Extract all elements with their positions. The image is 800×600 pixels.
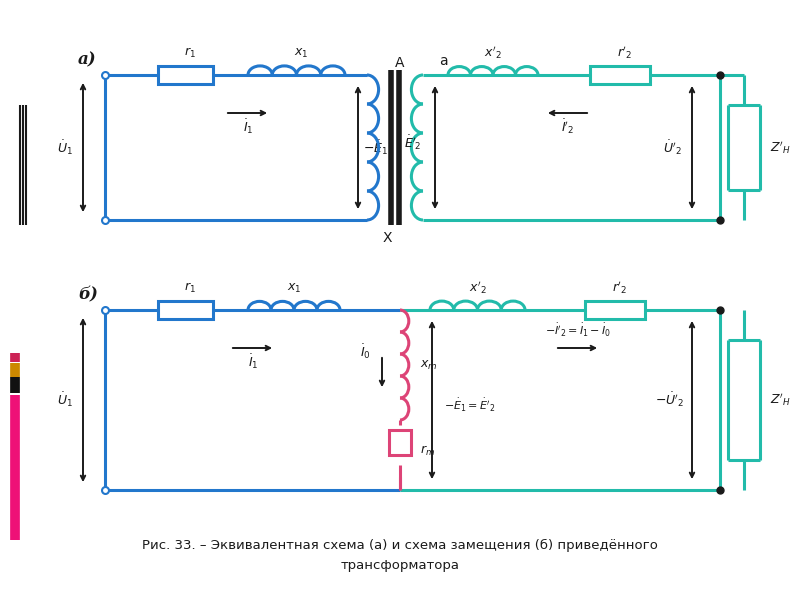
Text: $\dot{U}_1$: $\dot{U}_1$	[57, 391, 73, 409]
Text: $\dot{U}'_2$: $\dot{U}'_2$	[662, 138, 682, 157]
Bar	[590, 66, 650, 84]
Text: Рис. 33. – Эквивалентная схема (a) и схема замещения (б) приведённого: Рис. 33. – Эквивалентная схема (a) и схе…	[142, 538, 658, 551]
Text: $Z'_H$: $Z'_H$	[770, 139, 791, 156]
Text: трансформатора: трансформатора	[341, 559, 459, 571]
Text: $\dot{I}_0$: $\dot{I}_0$	[359, 343, 370, 361]
Text: $\dot{I}_1$: $\dot{I}_1$	[248, 353, 258, 371]
Text: $x'_2$: $x'_2$	[469, 280, 486, 296]
Text: $\dot{E}'_2$: $\dot{E}'_2$	[404, 133, 422, 152]
Bar	[158, 66, 213, 84]
Text: $r_1$: $r_1$	[184, 46, 196, 60]
Text: $-\dot{E}_1=\dot{E}'_2$: $-\dot{E}_1=\dot{E}'_2$	[445, 397, 495, 413]
Text: A: A	[395, 56, 405, 70]
Text: $x'_2$: $x'_2$	[484, 45, 502, 61]
Text: а): а)	[78, 52, 97, 68]
Text: $\dot{U}_1$: $\dot{U}_1$	[57, 138, 73, 157]
Text: $-\dot{U}'_2$: $-\dot{U}'_2$	[655, 391, 685, 409]
Text: $r'_2$: $r'_2$	[618, 45, 633, 61]
Text: $x_1$: $x_1$	[294, 46, 309, 59]
Bar	[158, 301, 213, 319]
Text: $-\dot{E}_1$: $-\dot{E}_1$	[363, 138, 389, 157]
Text: $\dot{I}_1$: $\dot{I}_1$	[242, 118, 254, 136]
Text: $r'_2$: $r'_2$	[612, 280, 628, 296]
Text: $x_1$: $x_1$	[286, 281, 302, 295]
Text: $-\dot{I}'_2=\dot{I}_1-\dot{I}_0$: $-\dot{I}'_2=\dot{I}_1-\dot{I}_0$	[545, 322, 611, 338]
Text: $r_m$: $r_m$	[420, 443, 435, 458]
Text: $x_m$: $x_m$	[420, 358, 438, 371]
Text: $Z'_H$: $Z'_H$	[770, 392, 791, 408]
Text: $r_1$: $r_1$	[184, 281, 196, 295]
Text: б): б)	[78, 286, 98, 304]
Text: a: a	[438, 54, 447, 68]
Bar	[585, 301, 645, 319]
Bar	[389, 430, 411, 455]
Text: $\dot{I}'_2$: $\dot{I}'_2$	[562, 118, 574, 136]
Text: X: X	[382, 231, 392, 245]
